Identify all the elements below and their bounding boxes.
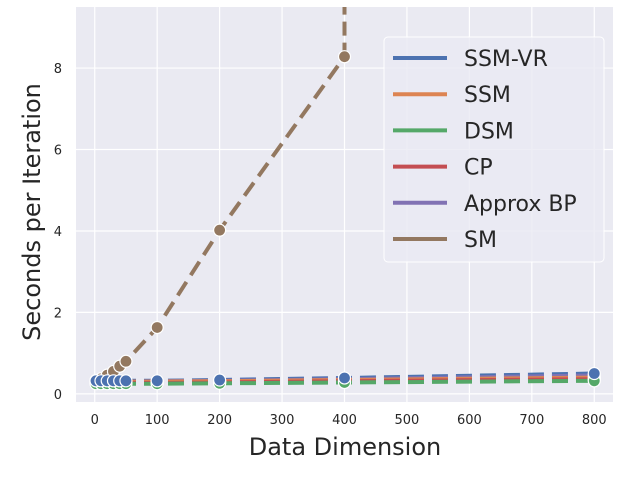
series-markers: [89, 50, 601, 391]
marker-sm: [119, 354, 133, 368]
legend-label-sm: SM: [464, 228, 497, 253]
x-tick-label: 200: [207, 413, 232, 428]
x-tick-label: 100: [145, 413, 170, 428]
legend-label-approx-bp: Approx BP: [464, 192, 577, 217]
marker-sm: [150, 320, 164, 335]
marker-ssm-vr: [119, 374, 133, 388]
legend-label-ssm-vr: SSM-VR: [464, 47, 548, 72]
x-tick-labels: 0 100 200 300 400 500 600 700 800: [91, 413, 607, 428]
legend-label-ssm: SSM: [464, 83, 511, 108]
x-axis-title: Data Dimension: [249, 433, 442, 461]
x-tick-label: 800: [582, 413, 607, 428]
marker-ssm-vr: [587, 366, 601, 381]
marker-ssm-vr: [213, 373, 227, 387]
y-tick-labels: 0 2 4 6 8: [54, 62, 62, 403]
marker-sm: [337, 50, 352, 64]
marker-ssm-vr: [337, 371, 352, 385]
marker-sm: [213, 223, 227, 237]
x-tick-label: 300: [270, 413, 295, 428]
x-tick-label: 700: [519, 413, 544, 428]
x-tick-label: 0: [91, 413, 99, 428]
y-tick-label: 8: [54, 62, 62, 77]
y-tick-label: 4: [54, 225, 62, 240]
x-tick-label: 600: [457, 413, 482, 428]
y-tick-label: 2: [54, 306, 62, 321]
y-tick-label: 0: [54, 388, 62, 403]
y-tick-label: 6: [54, 144, 62, 159]
y-axis-title: Seconds per Iteration: [18, 83, 46, 341]
x-tick-label: 500: [395, 413, 420, 428]
marker-ssm-vr: [150, 374, 164, 388]
legend-label-cp: CP: [464, 156, 493, 181]
legend-label-dsm: DSM: [464, 119, 514, 144]
x-tick-label: 400: [332, 413, 357, 428]
legend: SSM-VR SSM DSM CP Approx BP SM: [383, 36, 605, 263]
